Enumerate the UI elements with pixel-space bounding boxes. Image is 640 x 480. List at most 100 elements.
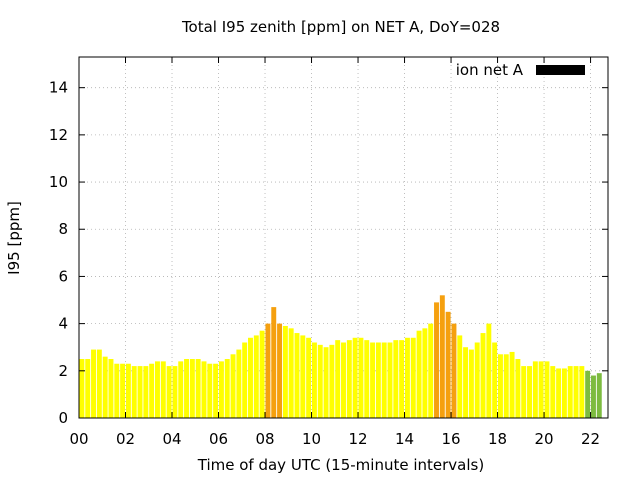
x-tick-label: 08 [255,430,274,448]
bar [376,342,381,418]
bar [492,342,497,418]
bar [236,350,241,418]
legend: ion net A [456,61,585,79]
bar [422,328,427,418]
bar [138,366,143,418]
y-tick-label: 2 [58,362,68,380]
y-tick-label: 0 [58,409,68,427]
bar [97,350,102,418]
bar [79,359,84,418]
bar [329,345,334,418]
bar [533,361,538,418]
bar [172,366,177,418]
x-tick-label: 04 [162,430,181,448]
x-tick-label: 00 [69,430,88,448]
bar [109,359,114,418]
bar [178,361,183,418]
bar [428,324,433,418]
bar [213,364,218,418]
bar [167,366,172,418]
bar [155,361,160,418]
y-tick-label: 6 [58,267,68,285]
legend-label: ion net A [456,61,524,79]
bar [585,371,590,418]
bar [196,359,201,418]
bar [184,359,189,418]
bar [504,354,509,418]
x-tick-label: 20 [535,430,554,448]
bar [498,354,503,418]
y-tick-label: 12 [49,126,68,144]
bar [242,342,247,418]
bar [539,361,544,418]
bar [248,338,253,418]
bar [579,366,584,418]
bars [79,295,601,418]
bar [260,331,265,418]
bar [347,340,352,418]
bar [271,307,276,418]
x-tick-label: 18 [488,430,507,448]
bar [457,335,462,418]
bar [120,364,125,418]
bar [574,366,579,418]
x-tick-label: 06 [209,430,228,448]
bar [341,342,346,418]
bar [434,302,439,418]
bar [91,350,96,418]
bar [207,364,212,418]
bar [469,350,474,418]
x-tick-label: 10 [302,430,321,448]
bar [295,333,300,418]
x-axis-label: Time of day UTC (15-minute intervals) [197,456,484,474]
bar [399,340,404,418]
x-tick-label: 16 [441,430,460,448]
bar [254,335,259,418]
bar [312,342,317,418]
bar [544,361,549,418]
bar [568,366,573,418]
bar [324,347,329,418]
x-tick-label: 14 [395,430,414,448]
bar [556,368,561,418]
bar [265,324,270,418]
bar [451,324,456,418]
bar [388,342,393,418]
bar [382,342,387,418]
bar [527,366,532,418]
bar [417,331,422,418]
legend-swatch [536,65,585,75]
bar [289,328,294,418]
bar [335,340,340,418]
y-tick-label: 4 [58,315,68,333]
bar [446,312,451,418]
bar [521,366,526,418]
bar [440,295,445,418]
x-tick-label: 02 [116,430,135,448]
bar [597,373,602,418]
y-tick-label: 8 [58,220,68,238]
bar [550,366,555,418]
bar [405,338,410,418]
bar [143,366,148,418]
bar [358,338,363,418]
y-tick-label: 14 [49,79,68,97]
bar [132,366,137,418]
bar [510,352,515,418]
bar [463,347,468,418]
bar [515,359,520,418]
bar [161,361,166,418]
bar [300,335,305,418]
bar [126,364,131,418]
bar [114,364,119,418]
bar [370,342,375,418]
bar [231,354,236,418]
bar [277,324,282,418]
x-tick-label: 12 [348,430,367,448]
y-tick-label: 10 [49,173,68,191]
bar [562,368,567,418]
x-tick-label: 22 [581,430,600,448]
bar [190,359,195,418]
bar [486,324,491,418]
